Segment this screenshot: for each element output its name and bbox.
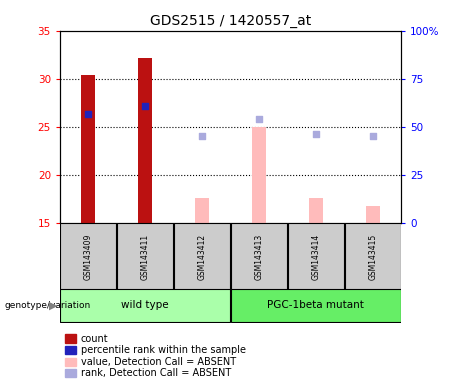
Point — [369, 133, 376, 139]
Text: rank, Detection Call = ABSENT: rank, Detection Call = ABSENT — [81, 368, 231, 378]
FancyBboxPatch shape — [288, 223, 343, 291]
Point — [312, 131, 319, 137]
Text: ▶: ▶ — [49, 300, 57, 310]
Point — [198, 133, 206, 139]
FancyBboxPatch shape — [231, 223, 287, 291]
Bar — [138, 58, 152, 223]
Point — [255, 116, 263, 122]
Text: GSM143409: GSM143409 — [84, 234, 93, 280]
Text: percentile rank within the sample: percentile rank within the sample — [81, 345, 246, 355]
Bar — [309, 198, 323, 223]
FancyBboxPatch shape — [174, 223, 230, 291]
Text: wild type: wild type — [121, 300, 169, 310]
Bar — [81, 75, 95, 223]
Text: GSM143414: GSM143414 — [311, 234, 320, 280]
Text: count: count — [81, 334, 108, 344]
Bar — [366, 207, 380, 223]
Bar — [252, 127, 266, 223]
Point — [142, 103, 149, 109]
Bar — [195, 198, 209, 223]
Title: GDS2515 / 1420557_at: GDS2515 / 1420557_at — [150, 14, 311, 28]
Text: PGC-1beta mutant: PGC-1beta mutant — [267, 300, 364, 310]
Text: GSM143411: GSM143411 — [141, 234, 150, 280]
Text: value, Detection Call = ABSENT: value, Detection Call = ABSENT — [81, 357, 236, 367]
FancyBboxPatch shape — [345, 223, 401, 291]
FancyBboxPatch shape — [60, 223, 116, 291]
Text: GSM143413: GSM143413 — [254, 234, 263, 280]
FancyBboxPatch shape — [60, 289, 230, 322]
Text: genotype/variation: genotype/variation — [5, 301, 91, 310]
FancyBboxPatch shape — [118, 223, 173, 291]
Text: GSM143415: GSM143415 — [368, 234, 377, 280]
Text: GSM143412: GSM143412 — [198, 234, 207, 280]
FancyBboxPatch shape — [231, 289, 401, 322]
Point — [85, 111, 92, 118]
